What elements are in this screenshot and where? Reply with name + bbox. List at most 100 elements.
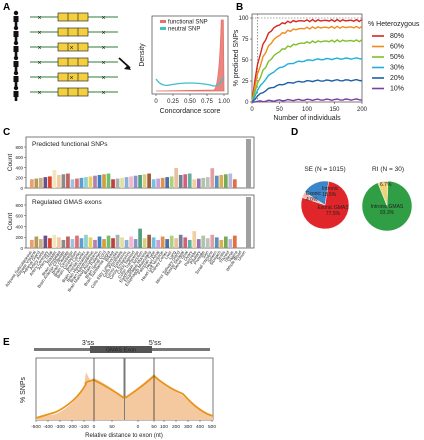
bar bbox=[165, 239, 170, 248]
bar bbox=[34, 178, 39, 188]
bar bbox=[219, 239, 224, 248]
bar bbox=[232, 179, 237, 188]
se-label-gmas-pct: 77.5% bbox=[326, 211, 341, 217]
bar bbox=[138, 174, 142, 188]
person-body-icon bbox=[13, 31, 19, 41]
bar bbox=[124, 239, 129, 248]
y-tick-label: 600 bbox=[15, 155, 23, 160]
bar bbox=[106, 173, 111, 188]
series-line-80pct bbox=[251, 18, 363, 103]
panel-label-a: A bbox=[3, 2, 10, 13]
bar bbox=[138, 228, 142, 248]
series-line-10pct bbox=[252, 98, 363, 103]
y-tick-label: 200 bbox=[15, 176, 23, 181]
bar bbox=[205, 177, 210, 188]
snp-mark-icon: × bbox=[38, 60, 42, 67]
x-tick-label: -500 bbox=[31, 424, 41, 430]
series-line-60pct bbox=[251, 25, 363, 103]
snp-mark-icon: × bbox=[38, 75, 42, 82]
snp-mark-icon: × bbox=[70, 75, 74, 82]
individual-row: × × × bbox=[13, 40, 118, 56]
bar bbox=[115, 234, 120, 248]
bar bbox=[151, 237, 156, 248]
x-tick-label: 50 bbox=[276, 107, 283, 113]
snp-mark-icon: × bbox=[38, 30, 42, 37]
x-tick-label: 0.50 bbox=[184, 99, 196, 105]
person-icon bbox=[13, 55, 19, 61]
bar bbox=[210, 168, 215, 188]
bar bbox=[228, 173, 233, 188]
ri-title: RI (N = 30) bbox=[372, 166, 404, 173]
series-line-30pct bbox=[251, 57, 363, 103]
x-tick-label: 50 bbox=[151, 424, 157, 430]
panel-label-c: C bbox=[3, 127, 10, 138]
bar bbox=[174, 168, 179, 188]
bar bbox=[156, 178, 160, 188]
bar bbox=[124, 177, 129, 188]
exon-box bbox=[57, 57, 89, 67]
tissue-label: Uterus bbox=[223, 250, 234, 263]
bar bbox=[178, 174, 183, 188]
bar bbox=[75, 235, 79, 248]
individual-row: × × bbox=[13, 55, 118, 71]
x-tick-label: 0.75 bbox=[201, 99, 213, 105]
y-tick-label: 400 bbox=[15, 224, 23, 229]
e-left-fill bbox=[36, 372, 124, 420]
bar bbox=[156, 239, 160, 248]
x-tick-label: 400 bbox=[196, 424, 204, 430]
gmas-exon-box bbox=[90, 346, 152, 353]
bar bbox=[192, 179, 197, 188]
tissue-label: Skin bbox=[201, 249, 210, 259]
x-tick-label: -200 bbox=[67, 424, 77, 430]
bar bbox=[39, 177, 43, 188]
bar bbox=[169, 235, 174, 248]
x-tick-label: 0 bbox=[137, 424, 140, 430]
legend-neutral: neutral SNP bbox=[168, 27, 200, 33]
se-label-exonic-pct: 4.0% bbox=[306, 197, 318, 203]
y-tick-label: 800 bbox=[15, 203, 23, 208]
y-tick-label: 200 bbox=[15, 235, 23, 240]
x-tick-label: 50 bbox=[109, 424, 115, 430]
y-tick-label: 100 bbox=[238, 16, 249, 22]
bar bbox=[79, 177, 84, 188]
bar bbox=[88, 237, 93, 248]
x-tick-label: 0.25 bbox=[167, 99, 179, 105]
density-x-label: Concordance score bbox=[160, 108, 221, 115]
bar bbox=[174, 238, 179, 248]
se-label-intronic-pct: 18.5% bbox=[322, 192, 337, 198]
bar-union bbox=[246, 139, 251, 188]
b-legend-label: 80% bbox=[390, 33, 404, 40]
individual-row: × × × bbox=[13, 70, 118, 86]
snp-mark-icon: × bbox=[38, 90, 42, 97]
bar bbox=[30, 239, 34, 248]
tissue-label: Liver bbox=[163, 249, 173, 260]
bar bbox=[147, 173, 151, 188]
ri-pie-slice bbox=[361, 180, 413, 232]
bar bbox=[232, 235, 237, 248]
c-bottom-title: Regulated GMAS exons bbox=[32, 199, 102, 206]
bar bbox=[187, 173, 192, 188]
person-body-icon bbox=[13, 16, 19, 26]
bar bbox=[88, 176, 93, 188]
tissue-label: Union bbox=[236, 249, 247, 261]
ri-label-gmas: Intronic GMAS bbox=[371, 204, 404, 210]
bar bbox=[228, 239, 233, 248]
b-legend-label: 60% bbox=[390, 44, 404, 51]
bar bbox=[30, 179, 34, 188]
bar bbox=[48, 176, 52, 188]
se-label-intronic: Intronic bbox=[322, 186, 339, 192]
x-tick-label: 0 bbox=[154, 99, 158, 105]
bar bbox=[133, 175, 138, 188]
bar bbox=[214, 237, 219, 248]
person-icon bbox=[13, 25, 19, 31]
snp-mark-icon: × bbox=[102, 60, 106, 67]
person-body-icon bbox=[13, 76, 19, 86]
bar bbox=[57, 237, 61, 248]
bar bbox=[187, 239, 192, 248]
bar bbox=[196, 178, 201, 188]
y-tick-label: 25 bbox=[242, 79, 249, 85]
bar bbox=[39, 239, 43, 248]
bar bbox=[120, 237, 124, 248]
bar bbox=[34, 236, 39, 248]
panel-label-b: B bbox=[236, 2, 243, 13]
